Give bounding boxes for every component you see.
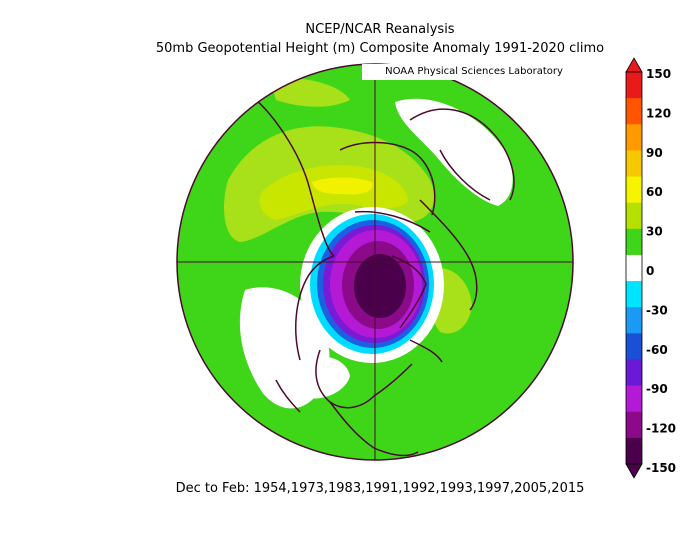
colorbar-swatch bbox=[626, 307, 642, 334]
colorbar-swatch bbox=[626, 333, 642, 360]
title-line-2: 50mb Geopotential Height (m) Composite A… bbox=[155, 41, 605, 56]
colorbar-tick-label: 120 bbox=[646, 106, 671, 120]
credit-label: NOAA Physical Sciences Laboratory bbox=[362, 64, 586, 80]
colorbar-tick-label: 90 bbox=[646, 146, 663, 160]
colorbar: 150 120 90 60 30 0 -30 -60 -90 -120 -150 bbox=[625, 57, 676, 479]
colorbar-swatch bbox=[626, 72, 642, 99]
colorbar-swatch bbox=[626, 124, 642, 151]
colorbar-swatch bbox=[626, 281, 642, 308]
title-line-1: NCEP/NCAR Reanalysis bbox=[305, 22, 455, 37]
negative-anomaly-min bbox=[354, 254, 406, 318]
colorbar-tick-label: -60 bbox=[646, 343, 668, 357]
colorbar-min-arrow bbox=[625, 463, 643, 479]
colorbar-tick-label: -30 bbox=[646, 303, 668, 317]
colorbar-max-arrow bbox=[625, 57, 643, 73]
colorbar-swatch bbox=[626, 254, 642, 282]
colorbar-swatch bbox=[626, 228, 642, 256]
colorbar-swatch bbox=[626, 385, 642, 413]
colorbar-tick-label: 0 bbox=[646, 264, 654, 278]
colorbar-swatch bbox=[626, 411, 642, 439]
colorbar-swatch bbox=[626, 202, 642, 230]
colorbar-outline bbox=[625, 71, 643, 465]
colorbar-tick-label: 60 bbox=[646, 185, 663, 199]
colorbar-tick-label: -90 bbox=[646, 382, 668, 396]
positive-anomaly-max bbox=[312, 177, 373, 195]
polar-map bbox=[176, 63, 574, 461]
positive-anomaly-band bbox=[270, 78, 350, 107]
colorbar-swatch bbox=[626, 98, 642, 125]
colorbar-tick-label: 30 bbox=[646, 225, 663, 239]
zero-anomaly-region-pacific bbox=[300, 356, 350, 399]
colorbar-tick-label: 150 bbox=[646, 67, 671, 81]
colorbar-tick-label: -150 bbox=[646, 461, 676, 475]
colorbar-labels: 150 120 90 60 30 0 -30 -60 -90 -120 -150 bbox=[646, 67, 676, 475]
zero-anomaly-region-asia bbox=[395, 98, 513, 206]
composite-years: Dec to Feb: 1954,1973,1983,1991,1992,199… bbox=[175, 481, 585, 496]
colorbar-swatch bbox=[626, 359, 642, 387]
colorbar-swatch bbox=[626, 437, 642, 465]
coastlines bbox=[249, 94, 515, 457]
colorbar-tick-label: -120 bbox=[646, 422, 676, 436]
colorbar-swatch bbox=[626, 150, 642, 178]
colorbar-swatches bbox=[625, 57, 643, 479]
colorbar-swatch bbox=[626, 176, 642, 204]
